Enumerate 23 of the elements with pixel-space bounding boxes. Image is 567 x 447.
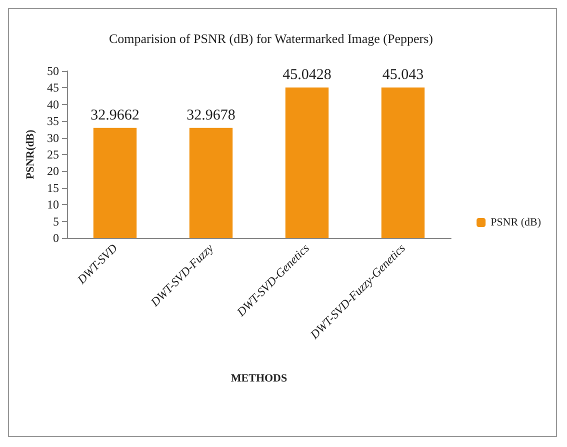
y-tick-label: 15 (47, 180, 59, 195)
y-tick-label: 45 (47, 80, 59, 95)
bar (93, 128, 137, 238)
data-label: 32.9678 (186, 107, 236, 124)
y-tick-label: 10 (47, 198, 59, 212)
y-tick-label: 50 (47, 64, 59, 78)
y-axis-title: PSNR(dB) (24, 129, 37, 180)
data-label: 32.9662 (90, 107, 140, 124)
y-tick-label: 35 (47, 114, 59, 128)
legend-label: PSNR (dB) (490, 216, 542, 228)
data-label: 45.0428 (282, 67, 332, 84)
y-tick-label: 5 (53, 214, 59, 228)
bar (285, 88, 329, 238)
bar (381, 88, 425, 238)
bar (189, 128, 233, 238)
y-tick-label: 25 (47, 148, 59, 162)
x-axis-title: METHODS (230, 372, 288, 384)
y-tick-label: 0 (53, 231, 59, 245)
data-label: 45.043 (382, 67, 424, 84)
y-tick-label: 30 (47, 130, 59, 145)
chart-title: Comparision of PSNR (dB) for Watermarked Image (Peppers) (109, 31, 434, 46)
y-tick-label: 20 (47, 164, 59, 178)
y-tick-label: 40 (47, 97, 59, 112)
